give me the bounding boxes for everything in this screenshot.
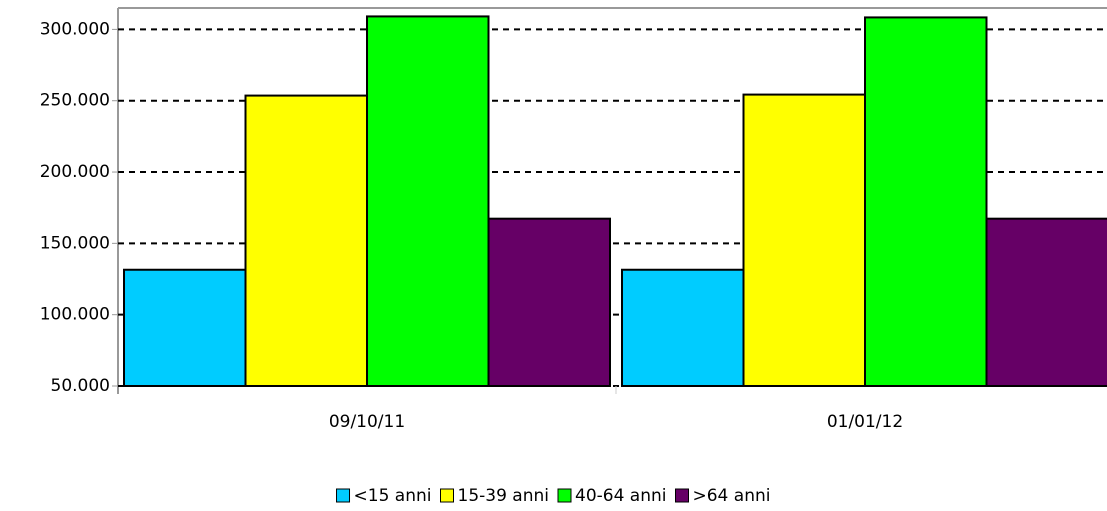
bar <box>123 268 247 387</box>
legend-swatch <box>336 488 351 503</box>
legend-swatch <box>440 488 454 503</box>
y-tick-label: 150.000 <box>40 233 110 253</box>
legend-label: 15-39 anni <box>458 486 550 506</box>
y-tick-label: 200.000 <box>40 162 110 182</box>
y-tick-label: 100.000 <box>40 305 110 325</box>
x-tick-label: 01/01/12 <box>827 412 903 432</box>
y-tick-label: 300.000 <box>40 19 110 39</box>
bar <box>487 217 611 387</box>
bar <box>864 16 988 388</box>
bar <box>366 15 490 387</box>
bar <box>244 94 368 388</box>
bar <box>742 93 866 387</box>
y-tick-label: 50.000 <box>51 376 110 396</box>
y-tick-label: 250.000 <box>40 91 110 111</box>
legend-label: 40-64 anni <box>575 486 667 506</box>
bar <box>985 217 1107 387</box>
bar <box>621 268 745 387</box>
legend-label: >64 anni <box>693 486 771 506</box>
legend-label: <15 anni <box>354 486 432 506</box>
legend: <15 anni 15-39 anni 40-64 anni >64 anni <box>336 486 771 506</box>
x-tick-label: 09/10/11 <box>329 412 405 432</box>
legend-swatch <box>675 488 689 503</box>
legend-swatch <box>557 488 572 503</box>
